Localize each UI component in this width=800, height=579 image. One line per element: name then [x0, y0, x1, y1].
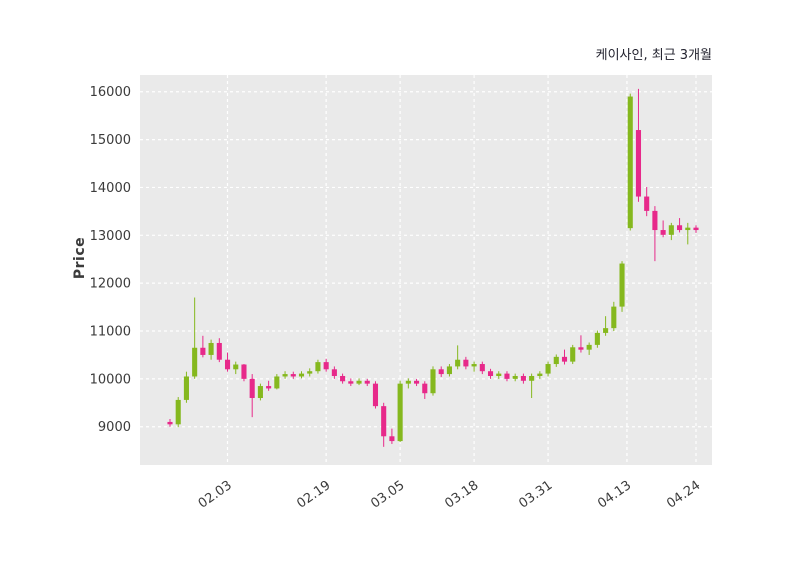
candle-body [389, 436, 395, 442]
candle-body [372, 383, 379, 407]
candle-body [216, 342, 222, 360]
candle-body [496, 373, 502, 376]
candle-body [668, 225, 674, 235]
candle-body [233, 364, 239, 370]
y-tick-label: 10000 [90, 372, 131, 387]
candle-body [282, 374, 288, 377]
x-tick-label: 04.13 [595, 478, 634, 512]
candle-body [274, 376, 280, 389]
candle-body [479, 364, 485, 372]
candle-body [208, 342, 214, 355]
y-tick-label: 11000 [90, 325, 131, 340]
candle-body [167, 421, 173, 425]
candle-body [685, 227, 691, 231]
candle-body [340, 375, 346, 382]
candle-body [677, 225, 683, 231]
candle-body [504, 373, 510, 379]
candle-body [192, 347, 198, 377]
candle-body [397, 383, 403, 442]
candle-body [455, 359, 461, 367]
candle-body [561, 356, 568, 362]
candle-body [175, 399, 181, 425]
candle-body [529, 375, 535, 381]
candle-body [635, 130, 642, 197]
y-tick-label: 16000 [90, 85, 131, 100]
candle-body [693, 227, 699, 231]
candle-body [183, 376, 189, 400]
candle-body [537, 373, 543, 376]
x-tick-label: 03.31 [516, 478, 555, 512]
plot-background [140, 75, 712, 465]
candle-body [249, 378, 255, 399]
x-tick-label: 02.03 [196, 478, 235, 512]
candle-body [652, 210, 658, 231]
candle-body [438, 369, 444, 375]
candle-body [290, 374, 296, 377]
candle-body [553, 356, 559, 365]
candle-body [331, 369, 337, 376]
candle-body [471, 364, 477, 367]
candle-body [512, 375, 518, 379]
candle-body [594, 332, 600, 345]
candle-body [356, 380, 362, 384]
y-tick-label: 14000 [90, 181, 131, 196]
candle-body [578, 347, 584, 350]
y-axis-label: Price [72, 236, 88, 280]
candle-body [570, 347, 576, 362]
candle-body [405, 380, 411, 384]
candle-body [644, 196, 650, 211]
candle-body [430, 369, 436, 394]
candle-body [487, 371, 494, 376]
x-tick-label: 02.19 [294, 478, 333, 512]
candle-body [545, 364, 551, 374]
candle-body [364, 380, 370, 384]
candle-body [463, 359, 469, 367]
candle-body [298, 373, 305, 377]
y-tick-label: 13000 [90, 229, 131, 244]
candle-body [381, 406, 387, 437]
candle-body [414, 380, 420, 384]
chart-title: 케이사인, 최근 3개월 [595, 48, 712, 63]
x-tick-label: 03.05 [368, 478, 407, 512]
candle-body [627, 96, 633, 229]
y-tick-label: 15000 [90, 133, 131, 148]
candle-body [660, 230, 666, 235]
candle-body [200, 347, 206, 355]
candle-body [307, 371, 313, 374]
candle-body [422, 383, 428, 394]
candle-body [266, 386, 272, 389]
candle-body [611, 306, 617, 329]
candle-body [520, 375, 526, 381]
x-tick-label: 03.18 [442, 478, 481, 512]
candle-body [446, 366, 452, 375]
candle-body [323, 362, 329, 370]
candle-body [603, 328, 609, 333]
x-tick-label: 04.24 [664, 478, 703, 512]
candle-body [315, 362, 321, 372]
y-tick-label: 9000 [98, 420, 131, 435]
candle-body [224, 359, 231, 370]
y-tick-label: 12000 [90, 277, 131, 292]
candle-body [348, 381, 354, 384]
candle-body [586, 344, 592, 350]
candle-body [257, 386, 263, 399]
candle-body [619, 263, 625, 307]
candle-body [241, 364, 247, 379]
